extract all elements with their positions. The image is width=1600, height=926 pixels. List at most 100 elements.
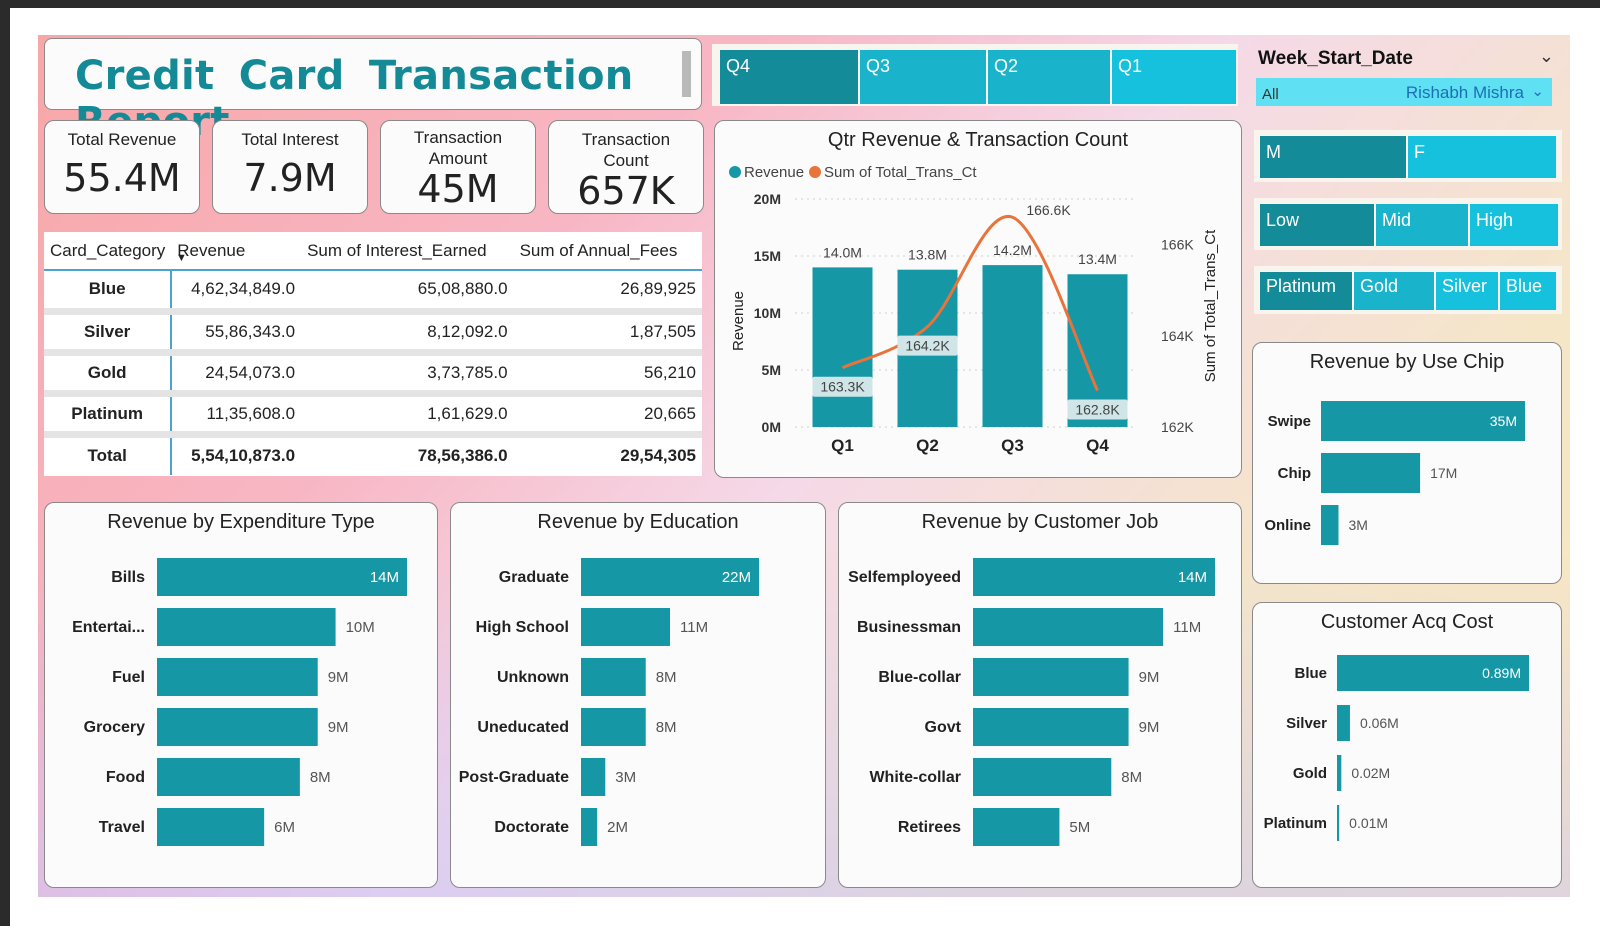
legend-trans-label: Sum of Total_Trans_Ct [824,164,977,181]
bar [973,608,1164,646]
y2-tick-label: 164K [1161,328,1194,344]
tile-card-platinum[interactable]: Platinum [1260,272,1354,310]
bar [812,267,873,427]
bar [973,758,1112,796]
bar [1337,755,1342,791]
tile-q3[interactable]: Q3 [860,50,988,104]
kpi-label: Total Revenue [67,130,177,149]
card-category-matrix: Card_Category ▼ Revenue Sum of Interest_E… [44,232,702,476]
y-tick-label: 10M [754,305,781,321]
y2-tick-label: 162K [1161,419,1194,435]
customer-job-chart: Selfemployeed 14M Businessman 11M Blue-colla… [848,558,1215,846]
user-name: Rishabh Mishra [1405,83,1524,102]
kpi-transaction-count: Transaction Count 657K [548,120,704,214]
tile-card-gold[interactable]: Gold [1354,272,1436,310]
data-label: 8M [656,719,677,736]
chevron-down-icon[interactable]: ⌄ [1538,46,1554,66]
tile-gender-m[interactable]: M [1260,136,1408,178]
category-label: Grocery [84,719,145,736]
chevron-down-icon[interactable]: ⌄ [1531,83,1544,100]
tile-q4[interactable]: Q4 [720,50,860,104]
cell: Gold [44,348,173,393]
line-data-label: 162.8K [1075,402,1120,418]
tile-q1[interactable]: Q1 [1112,50,1236,104]
line-data-label: 163.3K [820,379,865,395]
category-label: Selfemployeed [848,569,961,586]
cell: 24,54,073.0 [171,348,302,393]
tile-q2[interactable]: Q2 [988,50,1112,104]
table-row: Platinum 11,35,608.0 1,61,629.0 20,665 [44,389,702,434]
cell: 5,54,10,873.0 [171,430,302,475]
category-label: White-collar [869,769,961,786]
matrix-header[interactable]: Revenue [171,232,302,271]
legend-trans-marker [809,166,821,178]
cell: 26,89,925 [620,279,696,299]
x-tick-label: Q2 [916,436,939,455]
data-label: 9M [1139,719,1160,736]
bar [157,758,300,796]
bar [973,558,1215,596]
kpi-value: 45M [417,167,499,211]
category-label: Unknown [497,669,569,686]
week-slicer-label: Week_Start_Date [1258,48,1413,69]
cell: 8,12,092.0 [301,307,514,352]
data-label: 14M [370,569,399,586]
category-label: Govt [925,719,962,736]
data-label: 0.06M [1360,715,1399,731]
y-tick-label: 15M [754,248,781,264]
kpi-label: Transaction Amount [413,128,503,168]
matrix-header[interactable]: Sum of Interest_Earned [301,232,514,271]
table-row: Silver 55,86,343.0 8,12,092.0 1,87,505 [44,307,702,352]
tile-gender-f[interactable]: F [1408,136,1556,178]
expenditure-chart-card: Revenue by Expenditure Type Bills 14M Ente… [44,502,438,888]
sort-desc-icon[interactable]: ▼ [176,252,187,264]
cell: 11,35,608.0 [171,389,302,434]
bar [581,558,759,596]
x-tick-label: Q4 [1086,436,1109,455]
week-slicer: Week_Start_Date ⌄ All Rishabh Mishra ⌄ [1250,40,1564,114]
cell: Silver [44,307,173,352]
kpi-transaction-amount: Transaction Amount 45M [380,120,536,214]
kpi-total-interest: Total Interest 7.9M [212,120,368,214]
bar [581,608,670,646]
kpi-value: 7.9M [243,156,337,200]
line-label-bg [897,335,958,356]
y2-tick-label: 166K [1161,237,1194,253]
data-label: 2M [607,819,628,836]
tile-card-blue[interactable]: Blue [1500,272,1556,310]
category-label: Platinum [1264,815,1327,832]
data-label: 9M [1139,669,1160,686]
data-label: 3M [615,769,636,786]
cell: Platinum [44,389,173,434]
legend-revenue-label: Revenue [744,164,804,181]
chart-title: Revenue by Use Chip [1309,351,1505,373]
kpi-value: 657K [577,169,675,213]
cell: 65,08,880.0 [417,279,508,299]
category-label: Travel [99,819,145,836]
tile-income-mid[interactable]: Mid [1376,204,1470,246]
bar [157,808,265,846]
data-label: 0.89M [1482,665,1521,681]
y2-axis-title: Sum of Total_Trans_Ct [1202,229,1219,382]
cell: 4,62,34,849.0 [191,279,296,299]
y-axis-title: Revenue [730,291,747,351]
bar [157,658,318,696]
data-label: 10M [346,619,375,636]
tile-income-low[interactable]: Low [1260,204,1376,246]
bar [973,708,1129,746]
tile-card-silver[interactable]: Silver [1436,272,1500,310]
week-dropdown[interactable]: All Rishabh Mishra ⌄ [1256,78,1552,106]
bar [1337,705,1350,741]
use-chip-chart: Swipe 35M Chip 17M Online 3M [1264,401,1525,545]
table-row: Blue 4,62,34,849.0 65,08,880.0 26,89,925 [44,270,702,311]
chart-title: Qtr Revenue & Transaction Count [827,129,1129,151]
kpi-total-revenue: Total Revenue 55.4M [44,120,200,214]
cell: 55,86,343.0 [171,307,302,352]
bar [581,808,598,846]
week-dropdown-value: All [1262,86,1279,103]
cell: 20,665 [513,389,702,434]
tile-income-high[interactable]: High [1470,204,1558,246]
bar [1321,505,1339,545]
matrix-header[interactable]: Sum of Annual_Fees [513,232,702,271]
matrix-header[interactable]: Card_Category ▼ [44,232,187,271]
